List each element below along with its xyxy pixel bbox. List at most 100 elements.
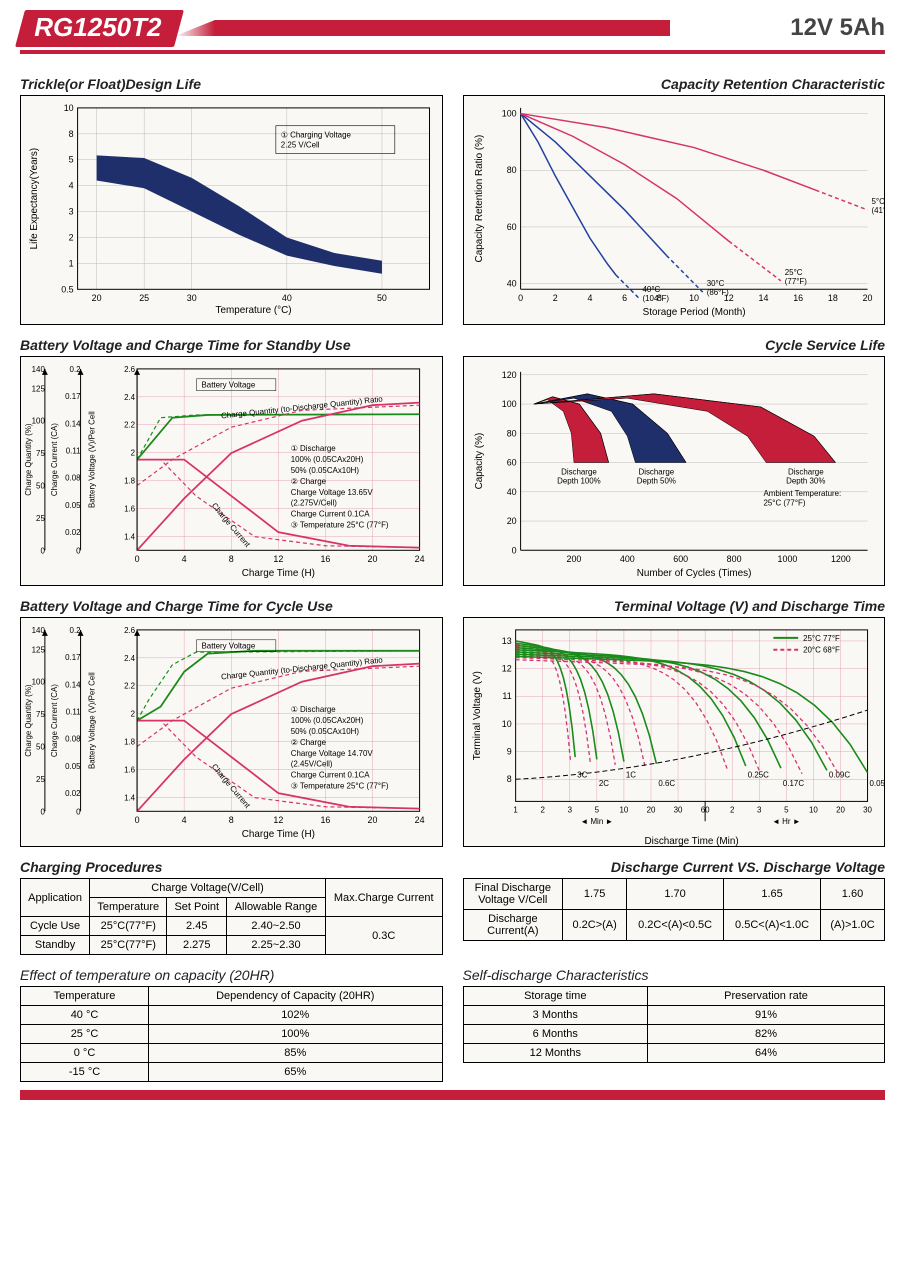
svg-text:Capacity Retention Ratio (%): Capacity Retention Ratio (%) [473,135,484,263]
svg-text:Depth 30%: Depth 30% [786,476,825,485]
svg-text:◄ Hr ►: ◄ Hr ► [772,817,800,826]
svg-text:5: 5 [594,805,599,814]
svg-text:100% (0.05CAx20H): 100% (0.05CAx20H) [291,455,364,464]
svg-text:12: 12 [273,554,283,564]
svg-text:0: 0 [135,554,140,564]
svg-text:0.25C: 0.25C [747,770,768,779]
footer-bar [20,1090,885,1100]
svg-text:0.6C: 0.6C [658,779,675,788]
svg-text:0.17: 0.17 [65,653,80,662]
svg-text:25°C (77°F): 25°C (77°F) [763,499,805,508]
svg-text:20: 20 [646,805,655,814]
svg-text:8: 8 [506,774,511,784]
svg-text:20: 20 [862,293,872,303]
svg-text:16: 16 [320,554,330,564]
svg-text:1: 1 [69,258,74,268]
th-temp: Temperature [90,898,167,917]
svg-text:100: 100 [501,399,516,409]
table-row: -15 °C65% [21,1063,443,1082]
svg-text:Life Expectancy(Years): Life Expectancy(Years) [29,148,40,250]
svg-text:40: 40 [282,293,292,303]
svg-text:14: 14 [758,293,768,303]
svg-text:11: 11 [502,691,511,701]
svg-text:0: 0 [135,815,140,825]
svg-text:400: 400 [619,554,634,564]
table-row: 0 °C85% [21,1044,443,1063]
chart5: Battery VoltageCharge Quantity (to-Disch… [20,617,443,847]
svg-text:2: 2 [552,293,557,303]
svg-text:4: 4 [182,815,187,825]
svg-text:16: 16 [320,815,330,825]
svg-text:Depth 50%: Depth 50% [636,476,675,485]
svg-text:Ambient Temperature:: Ambient Temperature: [763,489,841,498]
svg-text:25: 25 [36,514,45,523]
th-app: Application [21,879,90,917]
svg-text:① Charging Voltage: ① Charging Voltage [281,131,352,140]
svg-text:10: 10 [619,805,628,814]
table-charging: Application Charge Voltage(V/Cell) Max.C… [20,878,443,955]
svg-text:4: 4 [587,293,592,303]
header-wedge [175,20,670,36]
chart6: 3C2C1C0.6C0.25C0.17C0.09C0.05C0891011121… [463,617,886,847]
svg-text:9: 9 [506,747,511,757]
svg-text:20: 20 [368,815,378,825]
svg-text:0.02: 0.02 [65,789,80,798]
svg-text:1: 1 [513,805,518,814]
svg-text:2.6: 2.6 [124,365,136,374]
svg-text:0: 0 [518,293,523,303]
svg-text:Charge Current (CA): Charge Current (CA) [50,684,59,757]
svg-text:8: 8 [229,554,234,564]
svg-text:0.11: 0.11 [66,708,81,717]
svg-text:10: 10 [809,805,818,814]
svg-text:25°C: 25°C [784,268,802,277]
svg-text:② Charge: ② Charge [291,738,327,747]
svg-text:Charge Current (CA): Charge Current (CA) [50,423,59,496]
svg-text:◄ Min ►: ◄ Min ► [580,817,613,826]
table-row: 3 Months91% [463,1006,885,1025]
svg-text:100% (0.05CAx20H): 100% (0.05CAx20H) [291,716,364,725]
svg-text:(41°F): (41°F) [871,206,884,215]
chart1-title: Trickle(or Float)Design Life [20,76,443,92]
svg-text:1200: 1200 [830,554,850,564]
svg-text:80: 80 [506,165,516,175]
svg-text:1.4: 1.4 [124,532,136,541]
svg-text:Charge Voltage 13.65V: Charge Voltage 13.65V [291,488,374,497]
svg-text:0.5: 0.5 [61,284,73,294]
svg-text:Storage Period (Month): Storage Period (Month) [642,307,745,318]
svg-text:800: 800 [726,554,741,564]
svg-text:① Discharge: ① Discharge [291,444,337,453]
svg-text:16: 16 [793,293,803,303]
svg-text:3C: 3C [577,770,587,779]
svg-text:125: 125 [32,645,46,654]
svg-text:20: 20 [92,293,102,303]
svg-text:Charge Quantity (%): Charge Quantity (%) [24,423,33,496]
svg-text:20: 20 [506,516,516,526]
svg-text:60: 60 [506,458,516,468]
svg-text:Battery Voltage: Battery Voltage [202,642,256,651]
svg-text:2: 2 [540,805,544,814]
svg-text:0.05: 0.05 [65,762,81,771]
svg-text:8: 8 [229,815,234,825]
svg-text:12: 12 [723,293,733,303]
svg-text:0.08: 0.08 [65,735,81,744]
svg-text:100: 100 [32,678,46,687]
svg-text:Battery Voltage: Battery Voltage [202,381,256,390]
svg-text:0.08: 0.08 [65,474,81,483]
svg-text:1.4: 1.4 [124,793,136,802]
svg-text:24: 24 [415,554,425,564]
svg-text:50% (0.05CAx10H): 50% (0.05CAx10H) [291,727,360,736]
svg-text:Charge Voltage 14.70V: Charge Voltage 14.70V [291,749,374,758]
table-row: Discharge Current(A) 0.2C>(A) 0.2C<(A)<0… [463,910,885,941]
svg-text:0.14: 0.14 [65,680,81,689]
svg-text:20°C 68°F: 20°C 68°F [803,646,840,655]
svg-text:Charge Current 0.1CA: Charge Current 0.1CA [291,510,371,519]
svg-text:Battery Voltage (V)/Per Cell: Battery Voltage (V)/Per Cell [87,411,96,508]
svg-text:Number of Cycles (Times): Number of Cycles (Times) [636,568,751,579]
svg-text:2.2: 2.2 [124,421,135,430]
svg-text:Charge Time (H): Charge Time (H) [242,829,315,840]
svg-text:5: 5 [784,805,789,814]
svg-text:30: 30 [863,805,872,814]
svg-text:20: 20 [836,805,845,814]
svg-text:2C: 2C [598,779,608,788]
svg-text:1C: 1C [625,770,635,779]
